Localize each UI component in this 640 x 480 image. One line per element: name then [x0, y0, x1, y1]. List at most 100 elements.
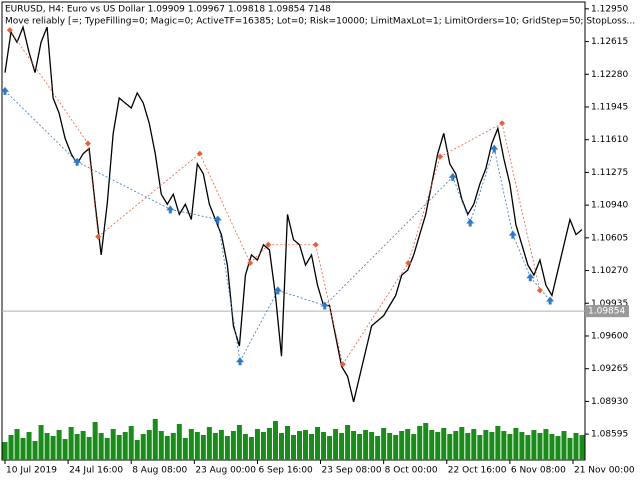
volume-bar — [146, 430, 152, 460]
volume-bar — [321, 432, 327, 460]
buy-marker — [166, 205, 175, 214]
volume-bar — [501, 431, 507, 460]
sell-marker — [499, 120, 506, 127]
volume-bar — [525, 435, 531, 460]
volume-bar — [327, 436, 333, 460]
y-tick-label: 1.12950 — [591, 4, 628, 14]
y-tick-label: 1.11945 — [591, 102, 628, 112]
volume-bar — [531, 430, 537, 460]
volume-bar — [561, 431, 567, 460]
volume-bar — [489, 432, 495, 460]
volume-bar — [104, 438, 110, 460]
trade-link — [249, 244, 269, 264]
x-tick-label: 6 Nov 08:00 — [511, 466, 566, 476]
x-tick-label: 23 Aug 00:00 — [195, 466, 256, 476]
volume-bar — [284, 426, 290, 460]
volume-bar — [579, 435, 585, 460]
y-tick-label: 1.12280 — [591, 70, 628, 80]
volume-bar — [381, 428, 387, 460]
volume-bar — [44, 433, 50, 460]
volume-bar — [549, 434, 555, 460]
volume-bar — [393, 435, 399, 460]
sell-marker — [196, 150, 203, 157]
volume-bar — [86, 437, 92, 460]
volume-bar — [315, 427, 321, 460]
volume-bar — [38, 425, 44, 460]
x-tick-label: 21 Nov 00:00 — [574, 466, 635, 476]
volume-bar — [176, 424, 182, 460]
volume-bar — [164, 436, 170, 460]
volume-bar — [14, 429, 20, 460]
buy-marker — [73, 157, 82, 166]
volume-bar — [218, 430, 224, 460]
volume-bar — [417, 426, 423, 460]
volume-bar — [110, 429, 116, 460]
volume-bar — [357, 434, 363, 460]
volume-bar — [248, 437, 254, 460]
y-tick-label: 1.08595 — [591, 430, 628, 440]
buy-marker — [273, 286, 282, 295]
x-tick-label: 23 Sep 08:00 — [322, 466, 382, 476]
trade-link — [170, 208, 218, 220]
sell-marker — [95, 233, 102, 240]
volume-bar — [429, 430, 435, 460]
sell-marker — [6, 27, 13, 34]
volume-bar — [411, 434, 417, 460]
buy-marker — [466, 218, 475, 227]
buy-marker — [490, 144, 499, 153]
volume-bar — [441, 428, 447, 460]
volume-bar — [405, 429, 411, 460]
volume-bar — [465, 433, 471, 460]
volume-bar — [453, 431, 459, 460]
volume-bar — [543, 429, 549, 460]
volume-bar — [345, 425, 351, 460]
volume-bar — [477, 435, 483, 460]
trade-link — [4, 90, 78, 163]
volume-bar — [266, 428, 272, 460]
current-price-box — [585, 305, 629, 318]
x-tick-label: 24 Jul 16:00 — [69, 466, 123, 476]
volume-bar — [399, 431, 405, 460]
trade-link — [493, 148, 514, 235]
volume-bar — [254, 429, 260, 460]
volume-bar — [158, 431, 164, 460]
volume-bar — [291, 435, 296, 460]
volume-bar — [567, 438, 573, 460]
volume-bar — [194, 432, 200, 460]
volume-bar — [339, 433, 345, 460]
volume-bar — [363, 430, 369, 460]
volume-bar — [555, 436, 561, 460]
volume-bar — [375, 436, 381, 460]
sell-marker — [339, 361, 346, 368]
volume-bar — [507, 434, 513, 460]
volume-bar — [200, 435, 206, 460]
y-tick-label: 1.10605 — [591, 233, 628, 243]
volume-bar — [32, 441, 38, 460]
chart-title: EURUSD, H4: Euro vs US Dollar 1.09909 1.… — [5, 5, 331, 15]
volume-bar — [26, 432, 32, 460]
y-tick-label: 1.10270 — [591, 266, 628, 276]
trade-link — [407, 156, 441, 264]
volume-bar — [519, 432, 525, 460]
x-tick-label: 10 Jul 2019 — [6, 466, 57, 476]
volume-bar — [74, 434, 80, 460]
volume-bar — [134, 440, 140, 460]
y-tick-label: 1.08930 — [591, 397, 628, 407]
current-price-label: 1.09854 — [588, 307, 625, 317]
volume-bar — [573, 433, 579, 460]
price-line — [4, 24, 583, 402]
volume-bar — [471, 429, 477, 460]
y-tick-label: 1.09265 — [591, 364, 628, 374]
buy-marker — [320, 301, 329, 310]
volume-bar — [423, 423, 429, 460]
volume-bar — [8, 435, 14, 460]
sell-marker — [84, 140, 91, 147]
trade-link — [239, 290, 279, 362]
buy-marker — [546, 296, 555, 305]
volume-bar — [182, 438, 188, 460]
sell-marker — [265, 241, 272, 248]
buy-marker — [508, 230, 517, 239]
trade-link — [315, 244, 344, 365]
x-tick-label: 22 Oct 16:00 — [448, 466, 507, 476]
trade-link — [469, 148, 495, 223]
